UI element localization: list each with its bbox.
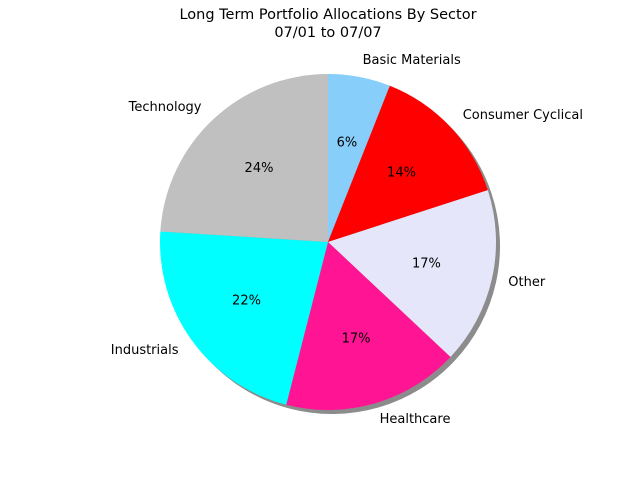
slice-label-healthcare: Healthcare <box>380 412 451 427</box>
pie-slice-basic-materials <box>328 74 390 242</box>
slice-label-basic-materials: Basic Materials <box>363 53 461 68</box>
slice-percent-technology: 24% <box>245 161 274 176</box>
slice-percent-healthcare: 17% <box>342 331 371 346</box>
pie-slice-technology <box>160 74 328 242</box>
pie-slice-other <box>328 190 497 357</box>
pie-slice-industrials <box>159 231 328 405</box>
slice-percent-consumer-cyclical: 14% <box>387 166 416 181</box>
slice-percent-other: 17% <box>412 257 441 272</box>
slice-label-other: Other <box>508 275 546 290</box>
pie-slices <box>159 74 497 410</box>
chart-subtitle: 07/01 to 07/07 <box>274 25 381 41</box>
slice-label-technology: Technology <box>128 100 202 115</box>
slice-label-industrials: Industrials <box>111 343 179 358</box>
pie-slice-healthcare <box>286 242 451 410</box>
slice-percent-industrials: 22% <box>232 294 261 309</box>
slice-percent-basic-materials: 6% <box>337 136 358 151</box>
slice-label-consumer-cyclical: Consumer Cyclical <box>463 108 583 123</box>
pie-labels: Basic Materials 6% Consumer Cyclical 14% Oth… <box>111 53 583 427</box>
pie-slice-consumer-cyclical <box>328 85 488 242</box>
chart-title: Long Term Portfolio Allocations By Secto… <box>179 7 476 23</box>
